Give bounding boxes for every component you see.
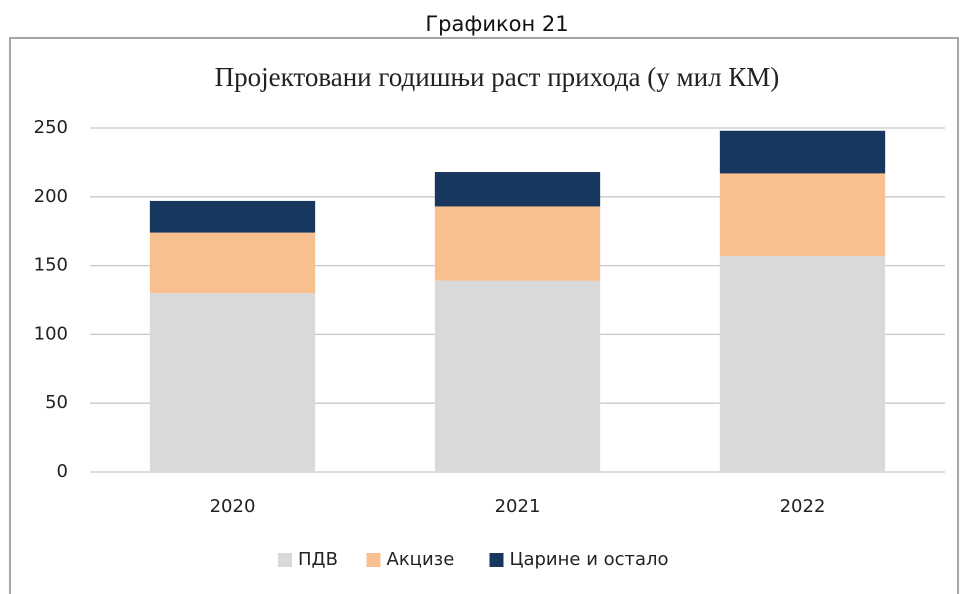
- bar-segment: [719, 255, 886, 472]
- legend-label: Акцизе: [387, 549, 455, 570]
- bar-segment: [719, 130, 886, 174]
- x-tick-label: 2021: [495, 496, 541, 517]
- legend-label: Царине и остало: [510, 549, 669, 570]
- bar-segment: [434, 280, 601, 472]
- x-tick-label: 2022: [780, 496, 826, 517]
- bar-segment: [434, 172, 601, 207]
- bar-segment: [434, 206, 601, 281]
- legend-label: ПДВ: [298, 549, 338, 570]
- y-tick-label: 0: [57, 461, 68, 482]
- legend-swatch: [489, 553, 504, 567]
- bar-segment: [149, 232, 316, 294]
- bar-segment: [719, 173, 886, 256]
- x-tick-label: 2020: [210, 496, 256, 517]
- y-tick-label: 100: [34, 323, 68, 344]
- bar-segment: [149, 293, 316, 472]
- chart-title: Пројектовани годишњи раст прихода (у мил…: [215, 62, 780, 92]
- legend-swatch: [366, 553, 381, 567]
- legend-swatch: [278, 553, 292, 567]
- y-tick-label: 50: [45, 392, 68, 413]
- chart-frame: [9, 37, 959, 594]
- bar-segment: [149, 200, 316, 233]
- y-tick-label: 250: [34, 117, 68, 138]
- y-tick-label: 150: [34, 255, 68, 276]
- y-tick-label: 200: [34, 186, 68, 207]
- caption: Графикон 21: [425, 12, 568, 36]
